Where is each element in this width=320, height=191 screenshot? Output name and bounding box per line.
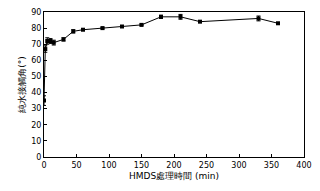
svg-text:300: 300 [231,161,246,170]
svg-text:0: 0 [41,161,46,170]
svg-text:20: 20 [31,121,41,130]
svg-text:0: 0 [36,153,41,162]
svg-text:350: 350 [264,161,279,170]
svg-text:30: 30 [31,104,41,113]
svg-text:純水接觸角(°): 純水接觸角(°) [17,56,27,113]
svg-text:50: 50 [71,161,81,170]
svg-text:200: 200 [166,161,181,170]
svg-text:400: 400 [296,161,311,170]
svg-text:150: 150 [134,161,149,170]
svg-text:HMDS處理時間 (min): HMDS處理時間 (min) [129,171,219,181]
svg-text:60: 60 [31,56,41,65]
svg-text:40: 40 [31,88,41,97]
svg-text:250: 250 [199,161,214,170]
svg-text:100: 100 [101,161,116,170]
svg-text:70: 70 [31,40,41,49]
svg-text:80: 80 [31,24,41,33]
svg-text:50: 50 [31,72,41,81]
svg-text:90: 90 [31,8,41,17]
svg-text:10: 10 [31,137,41,146]
